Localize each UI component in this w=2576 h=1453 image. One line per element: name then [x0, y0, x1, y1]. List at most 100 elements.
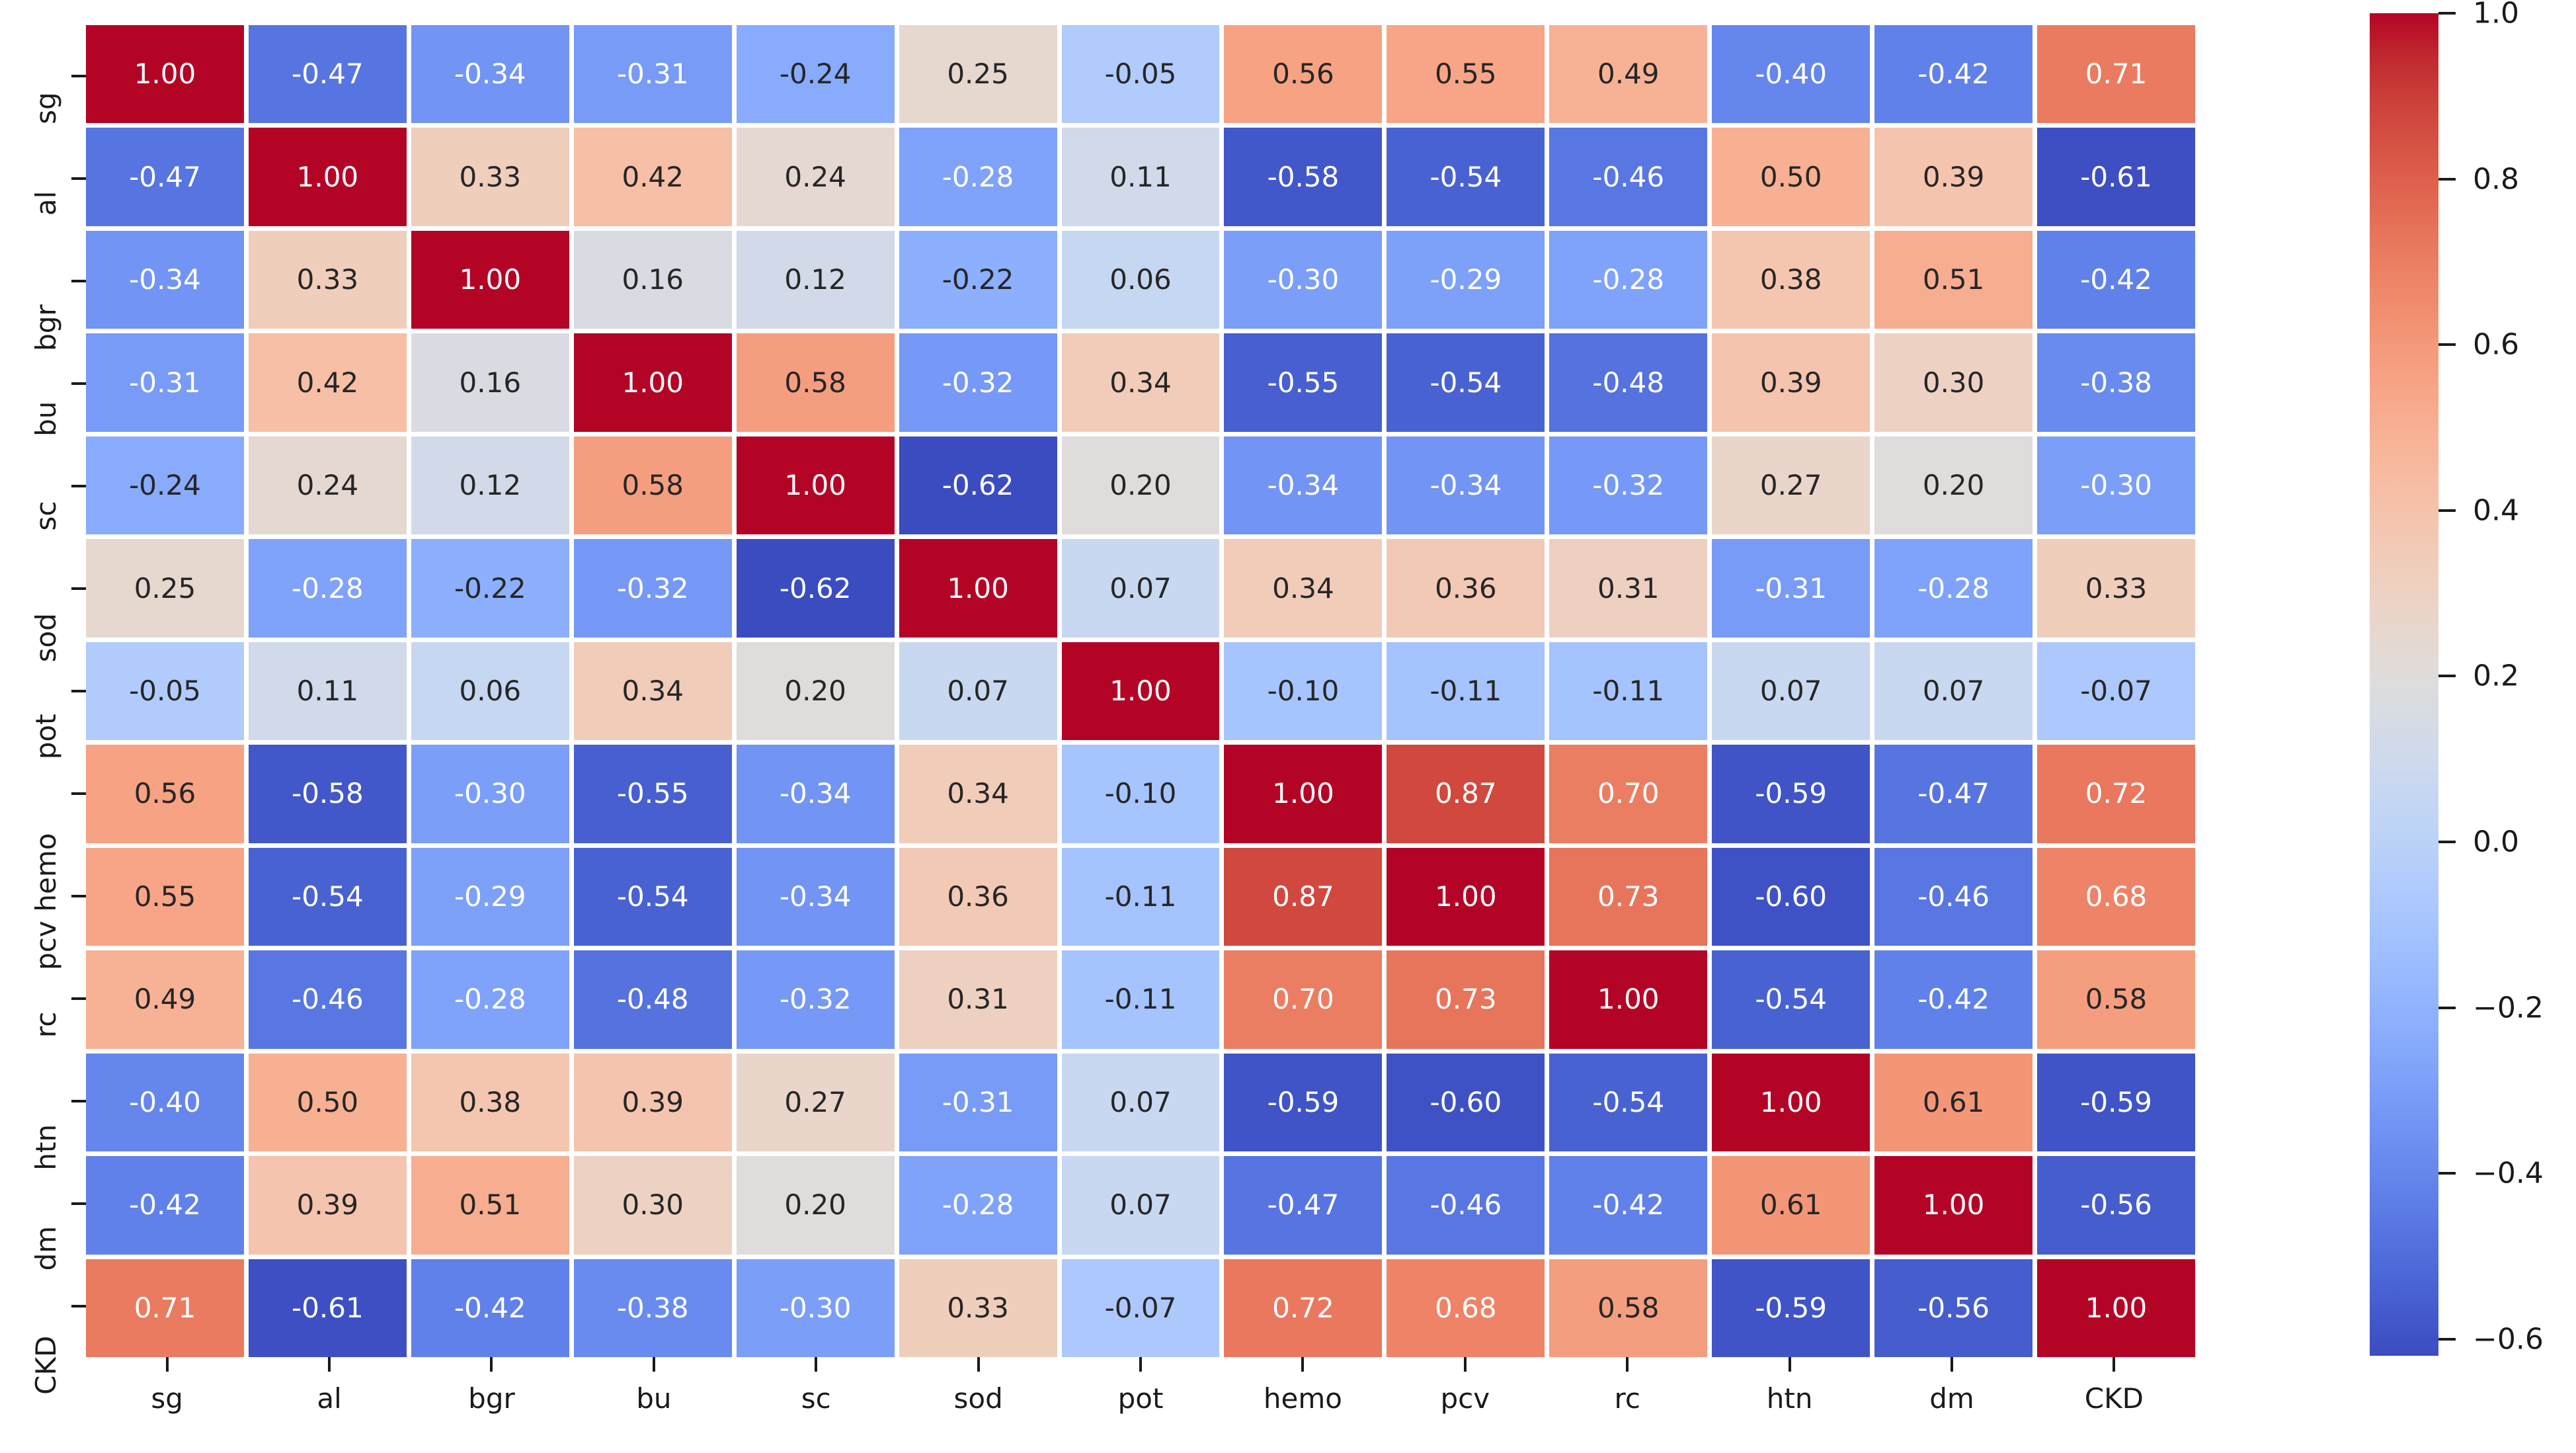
heatmap-cell-pcv-sg: 0.55 [86, 847, 244, 946]
heatmap-cell-rc-sg: 0.49 [86, 950, 244, 1049]
heatmap-cell-CKD-sc: -0.30 [736, 1259, 895, 1357]
heatmap-cell-bu-sc: 0.58 [736, 333, 895, 432]
x-col-hemo: hemo [1222, 1357, 1384, 1450]
heatmap-cell-sc-bgr: 0.12 [411, 436, 569, 535]
heatmap-cell-htn-sc: 0.27 [736, 1053, 895, 1152]
y-tick-mark [71, 177, 86, 181]
x-axis-label-pcv: pcv [1440, 1382, 1490, 1415]
heatmap-cell-bu-pcv: -0.54 [1387, 333, 1545, 432]
colorbar-tick-mark [2438, 1006, 2456, 1009]
heatmap-cell-bu-sod: -0.32 [899, 333, 1057, 432]
heatmap-cell-sg-htn: -0.40 [1712, 25, 1871, 124]
heatmap-cell-pcv-bgr: -0.29 [411, 847, 569, 946]
heatmap-cell-sod-al: -0.28 [248, 539, 407, 638]
heatmap-cell-al-CKD: -0.61 [2037, 128, 2195, 226]
heatmap-cell-rc-htn: -0.54 [1712, 950, 1871, 1049]
colorbar-tick-label: 0.8 [2473, 162, 2519, 196]
heatmap-cell-bu-htn: 0.39 [1712, 333, 1871, 432]
y-axis-label-al: al [30, 191, 62, 216]
y-tick-mark [71, 997, 86, 1000]
heatmap-cell-al-bgr: 0.33 [411, 128, 569, 226]
x-axis-label-hemo: hemo [1263, 1382, 1342, 1415]
heatmap-cell-pcv-rc: 0.73 [1549, 847, 1708, 946]
heatmap-cell-pot-hemo: -0.10 [1224, 642, 1383, 741]
heatmap-cell-hemo-pcv: 0.87 [1387, 745, 1545, 843]
heatmap-cell-sc-bu: 0.58 [573, 436, 732, 535]
heatmap-cell-sod-hemo: 0.34 [1224, 539, 1383, 638]
x-col-bu: bu [573, 1357, 735, 1450]
heatmap-cell-pot-bu: 0.34 [573, 642, 732, 741]
heatmap-cell-dm-CKD: -0.56 [2037, 1156, 2195, 1255]
heatmap-cell-pcv-htn: -0.60 [1712, 847, 1871, 946]
x-col-bgr: bgr [411, 1357, 573, 1450]
y-row-bgr: bgr [0, 230, 86, 351]
heatmap-cell-pot-al: 0.11 [248, 642, 407, 741]
heatmap-cell-sc-rc: -0.32 [1549, 436, 1708, 535]
heatmap-cell-sod-pot: 0.07 [1061, 539, 1220, 638]
y-row-sg: sg [0, 25, 86, 128]
x-tick-mark [490, 1357, 493, 1372]
heatmap-cell-bgr-htn: 0.38 [1712, 230, 1871, 329]
x-axis: sg al bgr bu sc sod pot hemo pcv rc htn dm CKD [86, 1357, 2195, 1450]
heatmap-cell-sg-pot: -0.05 [1061, 25, 1220, 124]
colorbar-tick-mark [2438, 1337, 2456, 1341]
heatmap-cell-sc-sc: 1.00 [736, 436, 895, 535]
heatmap-cell-sg-al: -0.47 [248, 25, 407, 124]
heatmap-cell-rc-al: -0.46 [248, 950, 407, 1049]
y-row-hemo: hemo [0, 742, 86, 912]
heatmap-cell-al-al: 1.00 [248, 128, 407, 226]
heatmap-cell-sg-dm: -0.42 [1874, 25, 2033, 124]
heatmap-cell-sc-htn: 0.27 [1712, 436, 1871, 535]
heatmap-cell-bu-bgr: 0.16 [411, 333, 569, 432]
heatmap-cell-htn-sod: -0.31 [899, 1053, 1057, 1152]
colorbar-tick-label: −0.2 [2473, 991, 2544, 1025]
heatmap-cell-bgr-sc: 0.12 [736, 230, 895, 329]
heatmap-cell-al-dm: 0.39 [1874, 128, 2033, 226]
y-tick-mark [71, 1099, 86, 1102]
heatmap-cell-sg-bu: -0.31 [573, 25, 732, 124]
heatmap-cell-sg-rc: 0.49 [1549, 25, 1708, 124]
heatmap-cell-sc-CKD: -0.30 [2037, 436, 2195, 535]
heatmap-cell-bgr-pcv: -0.29 [1387, 230, 1545, 329]
heatmap-cell-dm-bu: 0.30 [573, 1156, 732, 1255]
x-axis-label-CKD: CKD [2084, 1382, 2144, 1415]
colorbar-tick-mark [2438, 343, 2456, 347]
heatmap-cell-rc-sod: 0.31 [899, 950, 1057, 1049]
heatmap-cell-sc-pot: 0.20 [1061, 436, 1220, 535]
heatmap-cell-htn-rc: -0.54 [1549, 1053, 1708, 1152]
heatmap-cell-sg-bgr: -0.34 [411, 25, 569, 124]
heatmap-cell-htn-pcv: -0.60 [1387, 1053, 1545, 1152]
colorbar-tick-label: 0.6 [2473, 327, 2519, 362]
heatmap-cell-bgr-sod: -0.22 [899, 230, 1057, 329]
heatmap-cell-rc-pot: -0.11 [1061, 950, 1220, 1049]
heatmap-cell-sod-sod: 1.00 [899, 539, 1057, 638]
x-axis-label-pot: pot [1117, 1382, 1164, 1415]
x-axis-label-al: al [317, 1382, 342, 1415]
x-axis-label-bgr: bgr [468, 1382, 515, 1415]
y-axis-label-bu: bu [30, 401, 62, 437]
heatmap-cell-al-bu: 0.42 [573, 128, 732, 226]
heatmap-cell-sg-sc: -0.24 [736, 25, 895, 124]
y-tick-mark [71, 382, 86, 386]
heatmap-cell-CKD-htn: -0.59 [1712, 1259, 1871, 1357]
heatmap-cell-sod-pcv: 0.36 [1387, 539, 1545, 638]
heatmap-cell-CKD-pcv: 0.68 [1387, 1259, 1545, 1357]
heatmap-cell-bu-CKD: -0.38 [2037, 333, 2195, 432]
colorbar-tick-mark [2438, 177, 2456, 181]
heatmap-cell-bu-sg: -0.31 [86, 333, 244, 432]
y-row-al: al [0, 128, 86, 230]
heatmap-cell-CKD-bu: -0.38 [573, 1259, 732, 1357]
heatmap-cell-sod-htn: -0.31 [1712, 539, 1871, 638]
heatmap-cell-sg-sg: 1.00 [86, 25, 244, 124]
heatmap-cell-rc-rc: 1.00 [1549, 950, 1708, 1049]
heatmap-cell-dm-dm: 1.00 [1874, 1156, 2033, 1255]
heatmap-cell-hemo-sg: 0.56 [86, 745, 244, 843]
heatmap-cell-pot-sc: 0.20 [736, 642, 895, 741]
heatmap-cell-pcv-sc: -0.34 [736, 847, 895, 946]
heatmap-cell-rc-dm: -0.42 [1874, 950, 2033, 1049]
heatmap-cell-al-sg: -0.47 [86, 128, 244, 226]
colorbar-ticks: 1.0 0.8 0.6 0.4 0.2 0.0 −0.2 −0.4 −0.6 [2438, 0, 2576, 1356]
heatmap-cell-pcv-CKD: 0.68 [2037, 847, 2195, 946]
y-axis-label-CKD: CKD [30, 1335, 62, 1395]
heatmap-cell-pot-pcv: -0.11 [1387, 642, 1545, 741]
